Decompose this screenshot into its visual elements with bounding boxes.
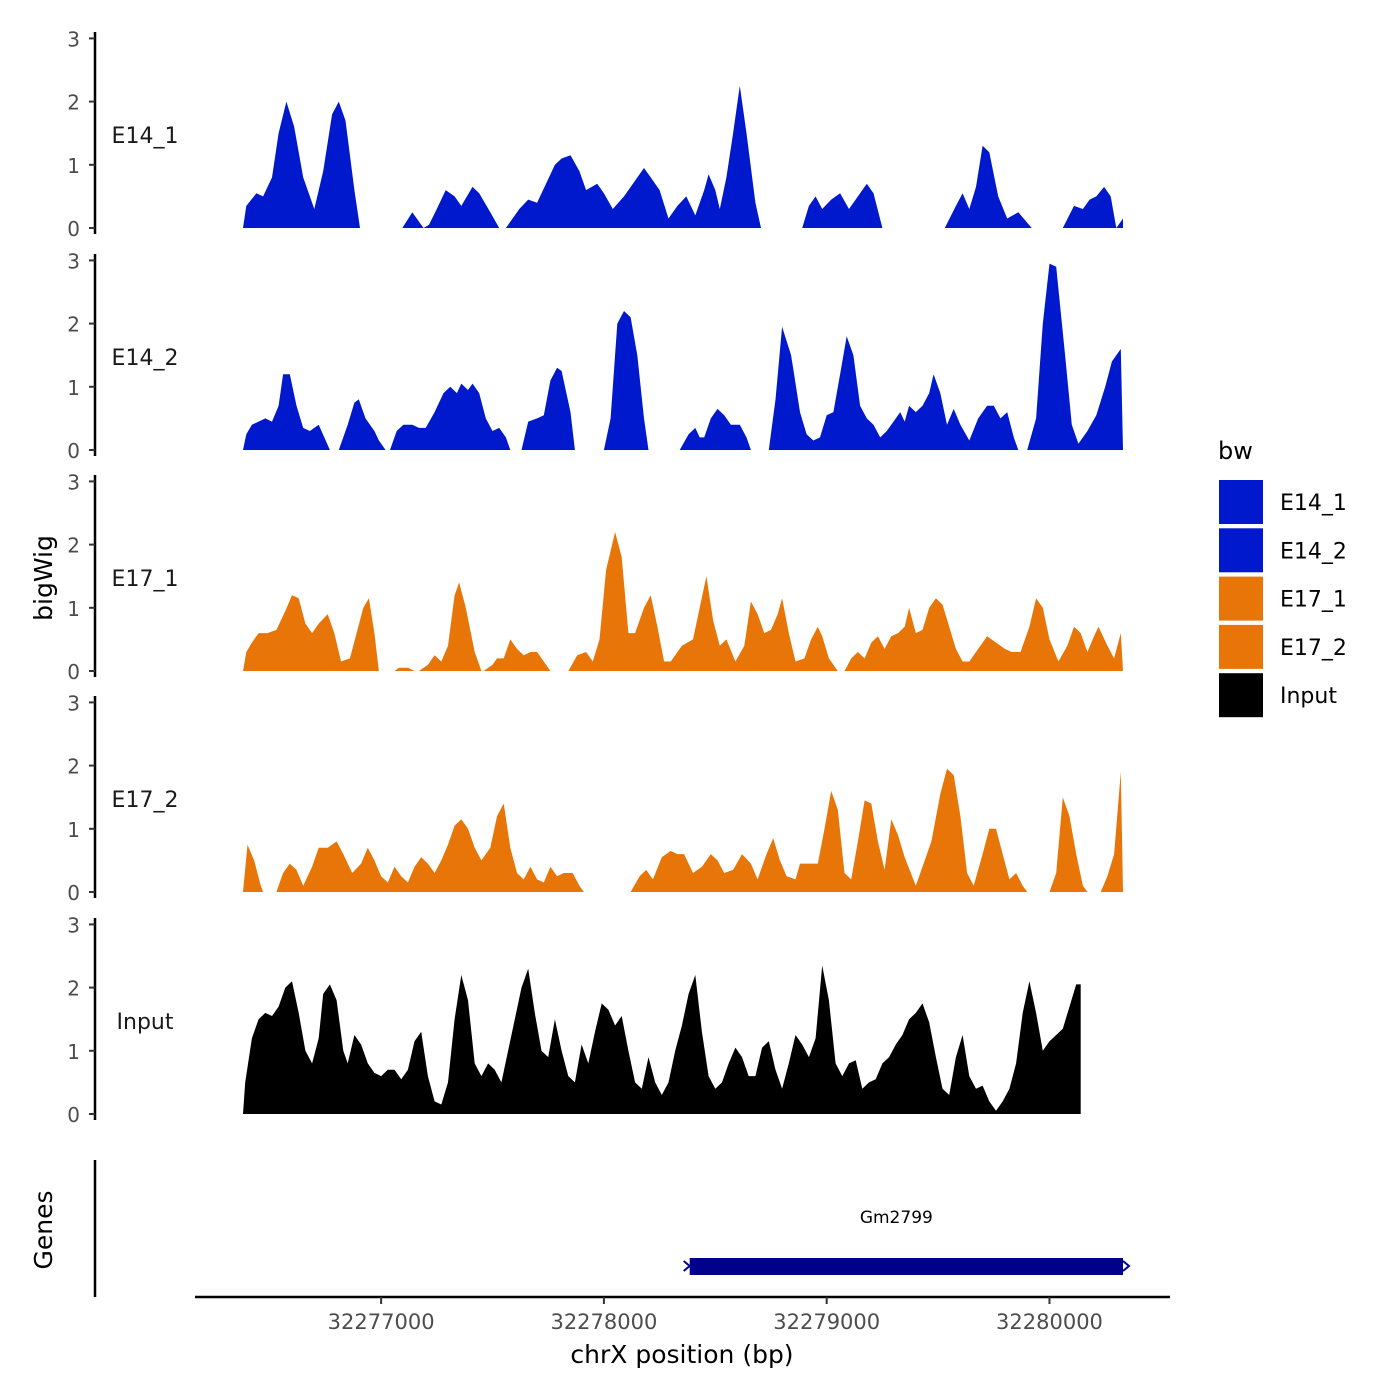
legend-label: E14_2 [1280, 539, 1347, 564]
y-tick-label: 0 [67, 660, 80, 684]
x-axis: 32277000 32278000 32279000 32280000 [195, 1295, 1170, 1334]
track-E17_1: 0 1 2 3 E17_1 [67, 470, 1123, 684]
y-tick-label: 3 [67, 913, 80, 937]
coverage-area-E14_1 [243, 85, 1123, 228]
y-tick-label: 2 [67, 755, 80, 779]
legend-label: E17_1 [1280, 588, 1347, 613]
genes-track-title: Genes [29, 1190, 58, 1269]
legend: bw E14_1 E14_2 E17_1 E17_2 Input [1218, 437, 1347, 718]
coverage-tracks: 0 1 2 3 E14_1 0 1 2 3 E14_2 0 1 2 3 E17_1 0 1 2 3 E17_2 0 1 2 3… [67, 27, 1123, 1127]
legend-swatch [1219, 480, 1263, 524]
genes-track: Gm2799 [93, 1160, 1131, 1297]
track-label: E17_1 [112, 567, 179, 592]
track-E14_2: 0 1 2 3 E14_2 [67, 249, 1123, 463]
y-tick-label: 2 [67, 313, 80, 337]
coverage-area-Input [243, 965, 1081, 1114]
gene-body [689, 1258, 1123, 1275]
y-tick-label: 2 [67, 977, 80, 1001]
y-tick-label: 0 [67, 881, 80, 905]
track-label: E17_2 [112, 788, 179, 813]
y-axis-title: bigWig [29, 535, 58, 621]
x-tick-label: 32277000 [328, 1310, 435, 1334]
y-tick-label: 0 [67, 439, 80, 463]
y-tick-label: 3 [67, 249, 80, 273]
track-Input: 0 1 2 3 Input [67, 913, 1081, 1127]
gene-label: Gm2799 [860, 1208, 933, 1228]
x-axis-title: chrX position (bp) [570, 1340, 793, 1369]
legend-swatch [1219, 624, 1263, 669]
y-tick-label: 0 [67, 1103, 80, 1127]
coverage-area-E17_2 [243, 768, 1123, 892]
y-tick-label: 1 [67, 597, 80, 621]
legend-label: E17_2 [1280, 636, 1347, 661]
y-tick-label: 0 [67, 217, 80, 241]
y-tick-label: 1 [67, 1040, 80, 1064]
y-tick-label: 3 [67, 27, 80, 51]
legend-swatch [1219, 528, 1263, 573]
x-tick-label: 32279000 [773, 1310, 880, 1334]
track-label: E14_2 [112, 346, 179, 371]
legend-swatch [1219, 673, 1263, 718]
track-label: Input [117, 1010, 174, 1035]
legend-label: Input [1280, 684, 1337, 709]
strand-arrow-icon [683, 1260, 692, 1272]
y-tick-label: 1 [67, 818, 80, 842]
x-tick-label: 32280000 [996, 1310, 1103, 1334]
y-tick-label: 3 [67, 691, 80, 715]
y-tick-label: 2 [67, 534, 80, 558]
legend-label: E14_1 [1280, 491, 1347, 516]
coverage-area-E17_1 [243, 532, 1123, 671]
track-E17_2: 0 1 2 3 E17_2 [67, 691, 1123, 905]
coverage-area-E14_2 [243, 263, 1123, 450]
legend-title: bw [1218, 437, 1253, 465]
strand-arrow-icon [1122, 1260, 1131, 1272]
y-tick-label: 2 [67, 91, 80, 115]
track-label: E14_1 [112, 124, 179, 149]
y-tick-label: 1 [67, 376, 80, 400]
track-E14_1: 0 1 2 3 E14_1 [67, 27, 1123, 241]
legend-swatch [1219, 576, 1263, 621]
x-tick-label: 32278000 [550, 1310, 657, 1334]
y-tick-label: 3 [67, 470, 80, 494]
y-tick-label: 1 [67, 154, 80, 178]
